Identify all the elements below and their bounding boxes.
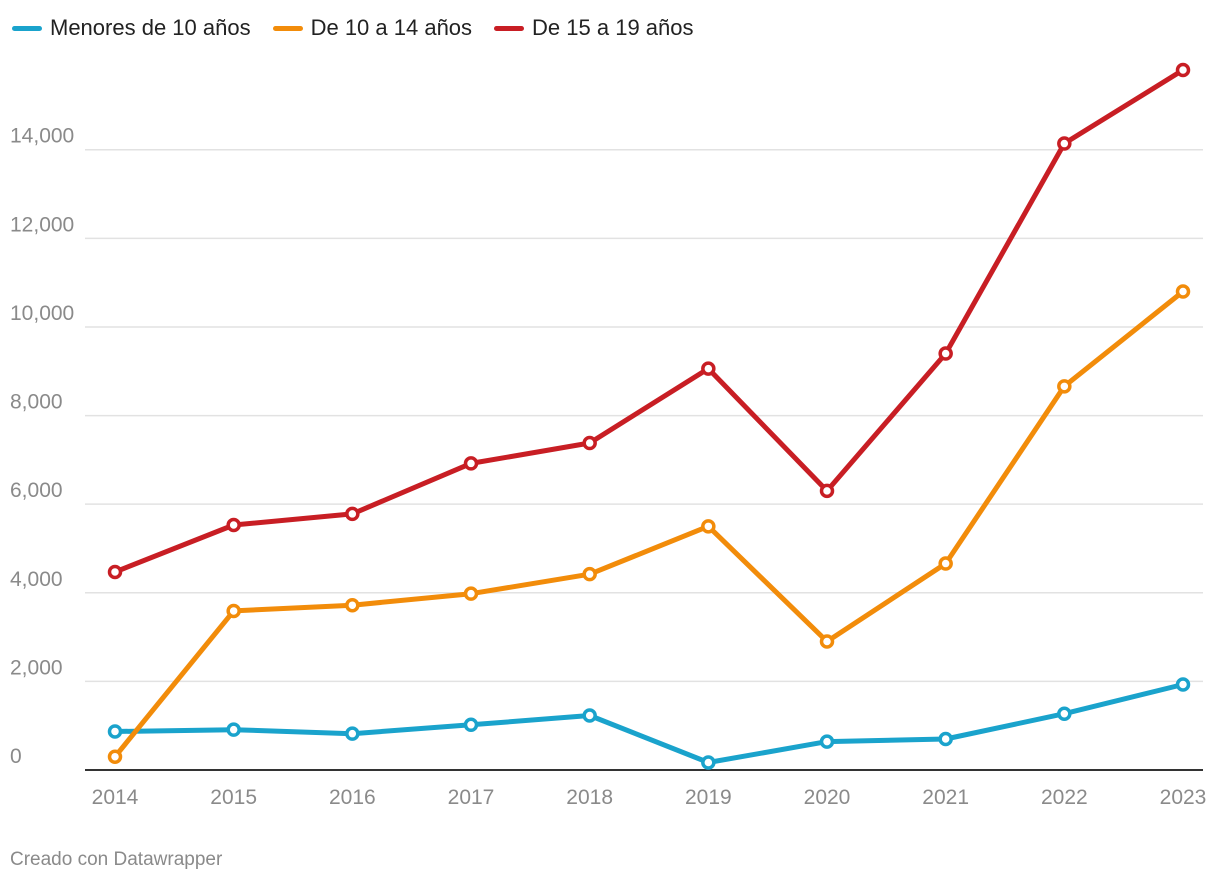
y-tick-label: 12,000 xyxy=(10,213,74,236)
data-point xyxy=(1057,136,1072,151)
series-line xyxy=(112,289,1186,760)
data-point xyxy=(701,755,716,770)
data-point xyxy=(582,435,597,451)
data-point xyxy=(1175,677,1191,692)
y-tick-label: 4,000 xyxy=(10,568,63,591)
data-point xyxy=(1057,706,1072,721)
y-tick-label: 2,000 xyxy=(10,656,63,679)
data-point xyxy=(938,731,953,747)
data-point xyxy=(463,586,479,601)
series-line xyxy=(112,682,1186,765)
legend-swatch xyxy=(12,25,42,31)
data-point xyxy=(938,346,953,361)
data-point xyxy=(819,483,835,499)
x-tick-label: 2014 xyxy=(92,786,139,809)
data-point xyxy=(345,597,360,613)
legend-label: Menores de 10 años xyxy=(50,15,251,40)
data-point xyxy=(226,603,241,619)
data-point xyxy=(345,506,360,522)
data-point xyxy=(819,734,835,749)
data-point xyxy=(1057,379,1072,394)
x-tick-label: 2020 xyxy=(804,786,851,809)
data-point xyxy=(107,564,123,580)
x-tick-label: 2019 xyxy=(685,786,732,809)
y-tick-label: 10,000 xyxy=(10,302,74,325)
x-tick-label: 2017 xyxy=(448,786,495,809)
data-point xyxy=(1175,284,1191,299)
x-tick-label: 2021 xyxy=(922,786,969,809)
legend-label: De 15 a 19 años xyxy=(532,15,694,40)
legend-label: De 10 a 14 años xyxy=(310,15,473,40)
data-point xyxy=(107,724,123,739)
legend-swatch xyxy=(494,25,525,31)
data-point xyxy=(107,749,123,764)
data-point xyxy=(701,519,716,534)
legend-item-15-19: De 15 a 19 años xyxy=(494,15,694,41)
y-tick-label: 0 xyxy=(10,745,22,768)
legend-item-10-14: De 10 a 14 años xyxy=(272,15,473,41)
y-tick-label: 6,000 xyxy=(10,479,63,502)
data-point xyxy=(226,517,241,533)
legend-swatch xyxy=(272,25,303,31)
y-tick-label: 8,000 xyxy=(10,391,63,414)
x-tick-label: 2018 xyxy=(566,786,613,809)
legend-item-menores-10: Menores de 10 años xyxy=(12,15,251,41)
x-tick-label: 2016 xyxy=(329,786,376,809)
x-tick-label: 2015 xyxy=(210,786,257,809)
data-point xyxy=(938,556,953,571)
data-point xyxy=(226,722,241,737)
data-point xyxy=(463,717,479,733)
data-point xyxy=(463,456,479,471)
data-point xyxy=(1175,62,1191,78)
data-point xyxy=(701,361,716,376)
data-point xyxy=(819,634,835,649)
data-point xyxy=(345,726,360,741)
x-tick-label: 2023 xyxy=(1160,786,1207,809)
y-tick-label: 14,000 xyxy=(10,125,74,148)
data-point xyxy=(582,708,597,723)
legend: Menores de 10 años De 10 a 14 años De 15… xyxy=(12,15,716,41)
x-tick-label: 2022 xyxy=(1041,786,1088,809)
data-point xyxy=(582,566,597,582)
footer-credit: Creado con Datawrapper xyxy=(10,849,223,870)
series-line xyxy=(112,67,1186,575)
